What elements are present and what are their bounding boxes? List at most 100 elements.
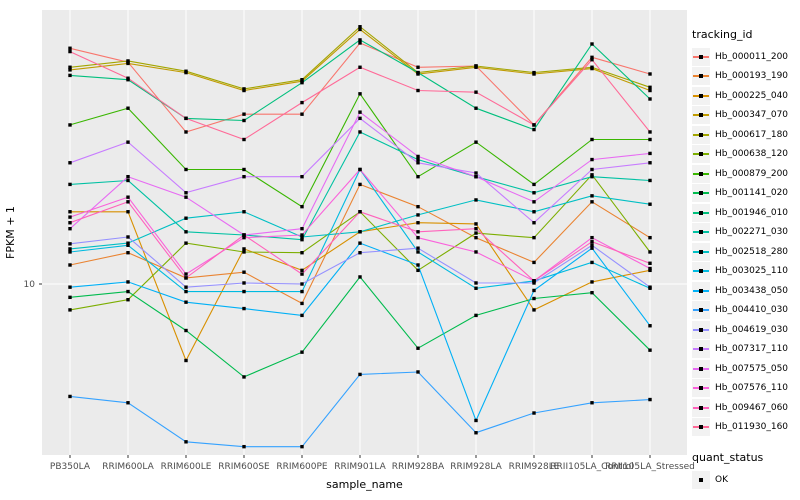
data-point-Hb_000879_200[interactable]: [242, 167, 246, 172]
data-point-Hb_001141_020[interactable]: [184, 328, 188, 333]
data-point-Hb_007575_050[interactable]: [68, 226, 72, 231]
data-point-Hb_004619_030[interactable]: [68, 242, 72, 246]
data-point-Hb_009467_060[interactable]: [474, 226, 478, 231]
data-point-Hb_003025_110[interactable]: [184, 289, 188, 294]
data-point-Hb_000617_180[interactable]: [590, 65, 594, 69]
data-point-Hb_003025_110[interactable]: [416, 250, 420, 254]
data-point-Hb_002518_280[interactable]: [532, 210, 536, 214]
data-point-Hb_003438_050[interactable]: [300, 313, 304, 318]
data-point-Hb_002271_030[interactable]: [648, 178, 652, 183]
data-point-Hb_001141_020[interactable]: [648, 348, 652, 352]
data-point-Hb_000617_180[interactable]: [184, 69, 188, 73]
data-point-Hb_002271_030[interactable]: [590, 174, 594, 179]
data-point-Hb_004619_030[interactable]: [126, 235, 130, 239]
data-point-Hb_000225_040[interactable]: [416, 221, 420, 225]
data-point-Hb_004410_030[interactable]: [68, 394, 72, 399]
data-point-Hb_007575_050[interactable]: [532, 200, 536, 204]
data-point-Hb_000879_200[interactable]: [532, 182, 536, 187]
data-point-Hb_003438_050[interactable]: [126, 280, 130, 284]
data-point-Hb_009467_060[interactable]: [590, 240, 594, 244]
data-point-Hb_004410_030[interactable]: [242, 444, 246, 449]
data-point-Hb_002518_280[interactable]: [590, 194, 594, 198]
data-point-Hb_001141_020[interactable]: [358, 275, 362, 279]
data-point-Hb_000638_120[interactable]: [126, 298, 130, 302]
data-point-Hb_002518_280[interactable]: [416, 213, 420, 217]
data-point-Hb_000347_070[interactable]: [126, 61, 130, 66]
data-point-Hb_011930_160[interactable]: [300, 100, 304, 105]
data-point-Hb_003025_110[interactable]: [242, 289, 246, 294]
data-point-Hb_007576_110[interactable]: [358, 167, 362, 172]
data-point-Hb_009467_060[interactable]: [532, 279, 536, 283]
data-point-Hb_004619_030[interactable]: [474, 281, 478, 285]
data-point-Hb_000193_190[interactable]: [358, 182, 362, 187]
data-point-Hb_004619_030[interactable]: [242, 281, 246, 285]
data-point-Hb_007575_050[interactable]: [474, 174, 478, 179]
data-point-Hb_002518_280[interactable]: [300, 235, 304, 239]
data-point-Hb_000617_180[interactable]: [126, 59, 130, 63]
data-point-Hb_003025_110[interactable]: [126, 243, 130, 247]
data-point-Hb_000193_190[interactable]: [68, 263, 72, 267]
data-point-Hb_000617_180[interactable]: [68, 65, 72, 69]
data-point-Hb_004410_030[interactable]: [590, 401, 594, 405]
data-point-Hb_001946_010[interactable]: [300, 80, 304, 85]
data-point-Hb_007317_110[interactable]: [300, 174, 304, 179]
data-point-Hb_000193_190[interactable]: [648, 235, 652, 240]
data-point-Hb_000193_190[interactable]: [242, 270, 246, 274]
data-point-Hb_000011_200[interactable]: [590, 55, 594, 60]
data-point-Hb_000193_190[interactable]: [590, 200, 594, 204]
data-point-Hb_003025_110[interactable]: [68, 250, 72, 254]
data-point-Hb_009467_060[interactable]: [358, 210, 362, 214]
data-point-Hb_000225_040[interactable]: [590, 280, 594, 284]
data-point-Hb_002518_280[interactable]: [126, 241, 130, 245]
data-point-Hb_000225_040[interactable]: [68, 210, 72, 214]
data-point-Hb_004410_030[interactable]: [300, 444, 304, 449]
data-point-Hb_003025_110[interactable]: [474, 286, 478, 290]
data-point-Hb_002271_030[interactable]: [416, 157, 420, 162]
data-point-Hb_002271_030[interactable]: [68, 182, 72, 187]
data-point-Hb_001141_020[interactable]: [474, 313, 478, 318]
data-point-Hb_002271_030[interactable]: [126, 178, 130, 183]
data-point-Hb_003438_050[interactable]: [242, 306, 246, 311]
data-point-Hb_000638_120[interactable]: [300, 251, 304, 255]
data-point-Hb_007575_050[interactable]: [184, 195, 188, 199]
data-point-Hb_000638_120[interactable]: [590, 173, 594, 177]
data-point-Hb_001141_020[interactable]: [590, 290, 594, 295]
data-point-Hb_000879_200[interactable]: [648, 137, 652, 142]
data-point-Hb_002271_030[interactable]: [532, 191, 536, 195]
data-point-Hb_000879_200[interactable]: [358, 92, 362, 96]
data-point-Hb_004410_030[interactable]: [416, 370, 420, 374]
data-point-Hb_007317_110[interactable]: [590, 167, 594, 172]
data-point-Hb_009467_060[interactable]: [300, 272, 304, 276]
data-point-Hb_007317_110[interactable]: [532, 221, 536, 225]
data-point-Hb_011930_160[interactable]: [532, 123, 536, 127]
data-point-Hb_001141_020[interactable]: [126, 289, 130, 294]
data-point-Hb_003438_050[interactable]: [358, 241, 362, 245]
data-point-Hb_007575_050[interactable]: [590, 157, 594, 162]
data-point-Hb_009467_060[interactable]: [416, 230, 420, 234]
data-point-Hb_000617_180[interactable]: [242, 87, 246, 91]
data-point-Hb_002271_030[interactable]: [358, 130, 362, 134]
data-point-Hb_004619_030[interactable]: [590, 243, 594, 247]
data-point-Hb_007317_110[interactable]: [416, 161, 420, 165]
data-point-Hb_004410_030[interactable]: [358, 372, 362, 377]
data-point-Hb_000225_040[interactable]: [184, 358, 188, 363]
data-point-Hb_000638_120[interactable]: [68, 308, 72, 312]
data-point-Hb_000879_200[interactable]: [416, 174, 420, 179]
data-point-Hb_003438_050[interactable]: [590, 246, 594, 250]
data-point-Hb_002518_280[interactable]: [184, 216, 188, 220]
data-point-Hb_000617_180[interactable]: [532, 70, 536, 75]
data-point-Hb_007575_050[interactable]: [300, 226, 304, 231]
data-point-Hb_000193_190[interactable]: [126, 251, 130, 255]
data-point-Hb_003438_050[interactable]: [184, 300, 188, 304]
data-point-Hb_000193_190[interactable]: [300, 301, 304, 306]
data-point-Hb_007576_110[interactable]: [648, 266, 652, 271]
data-point-Hb_011930_160[interactable]: [184, 116, 188, 121]
data-point-Hb_000225_040[interactable]: [300, 268, 304, 273]
data-point-Hb_007576_110[interactable]: [416, 235, 420, 240]
data-point-Hb_001141_020[interactable]: [532, 296, 536, 301]
data-point-Hb_001946_010[interactable]: [416, 70, 420, 75]
data-point-Hb_002518_280[interactable]: [358, 230, 362, 234]
data-point-Hb_003438_050[interactable]: [532, 288, 536, 293]
data-point-Hb_007317_110[interactable]: [126, 140, 130, 144]
data-point-Hb_000225_040[interactable]: [648, 268, 652, 273]
